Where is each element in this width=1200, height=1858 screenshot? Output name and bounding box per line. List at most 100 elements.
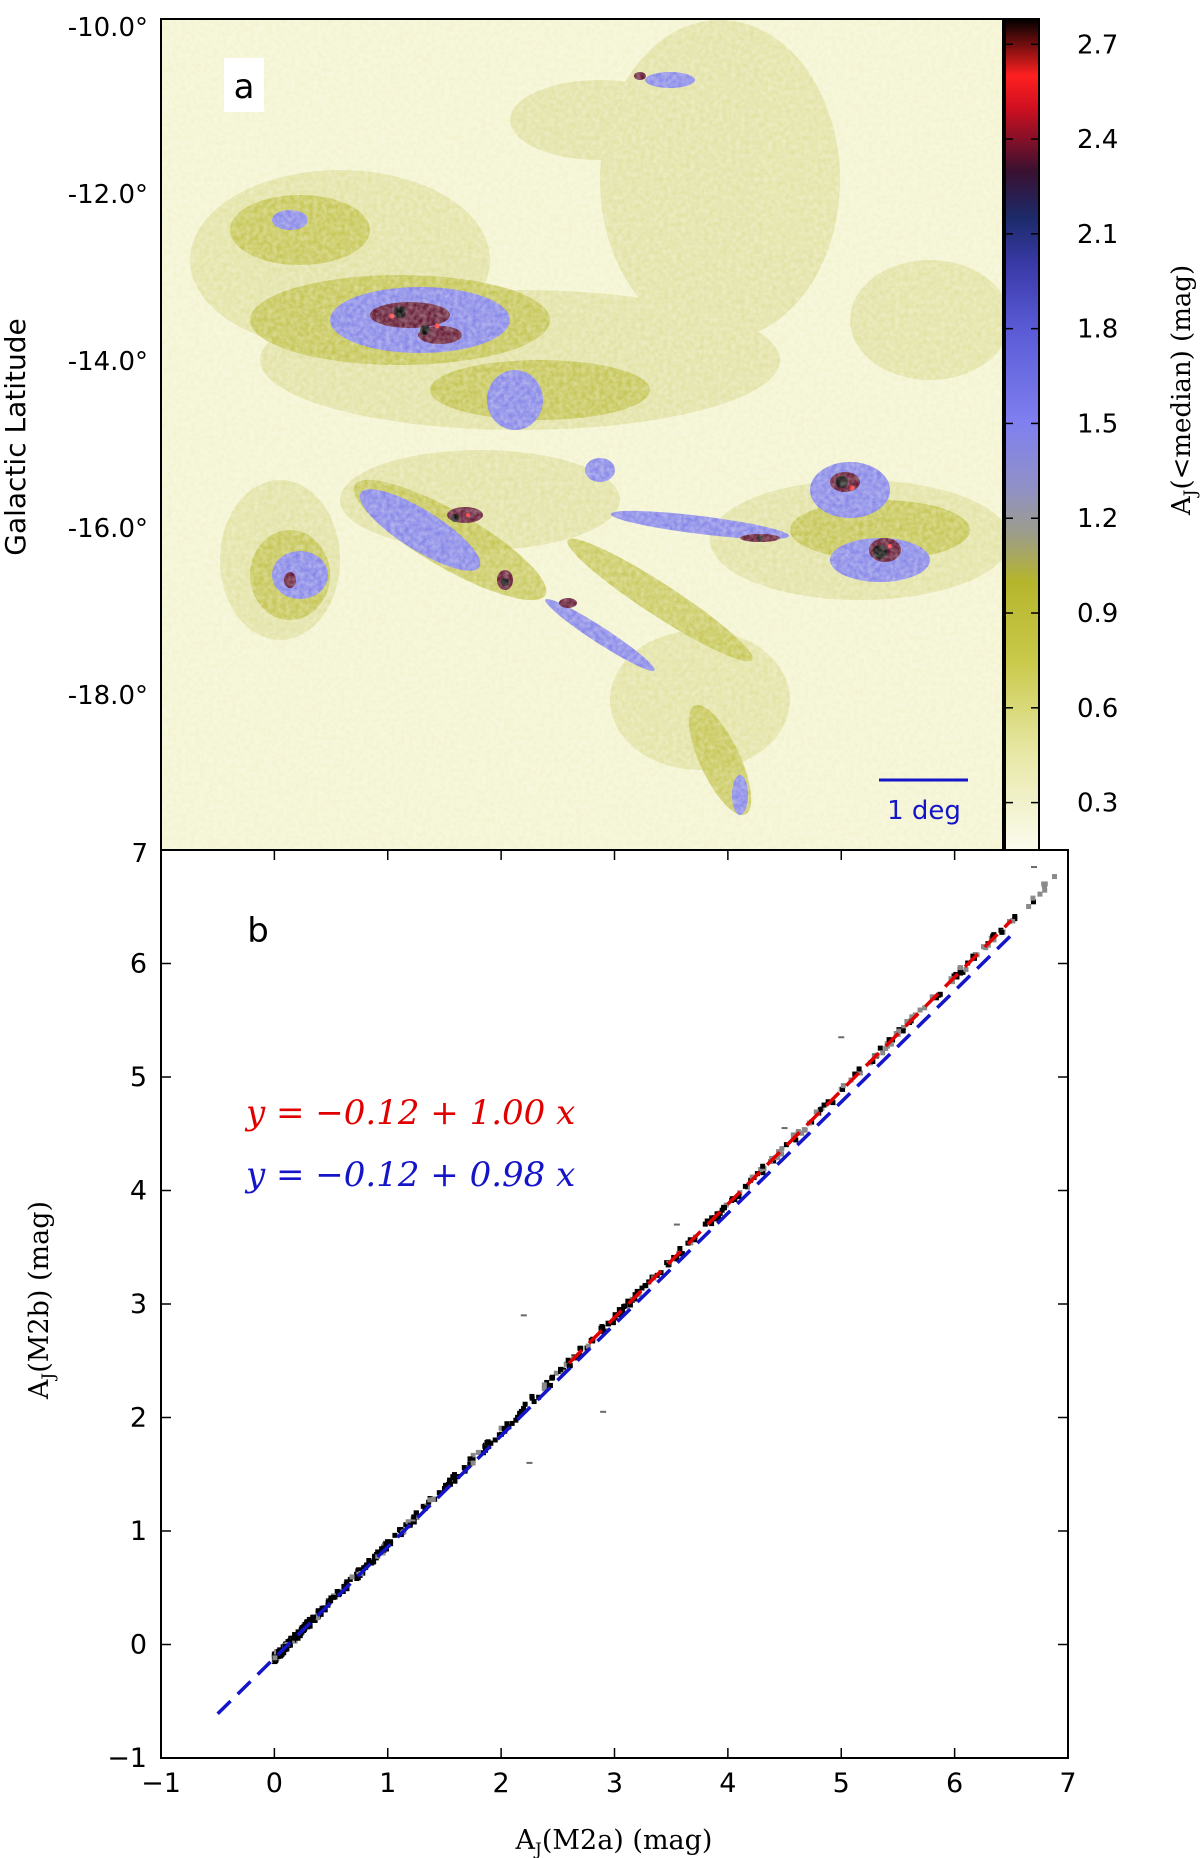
- scatter-point: [610, 1320, 616, 1326]
- scatter-point: [929, 994, 935, 1000]
- scatter-point: [347, 1576, 353, 1582]
- scatter-point: [886, 1037, 892, 1043]
- scatter-point: [276, 1649, 282, 1655]
- scatter-point: [736, 1194, 742, 1200]
- scatter-point: [852, 1071, 858, 1077]
- fit-blue-label: y = −0.12 + 0.98 x: [244, 1155, 575, 1195]
- x-tick-label: 1: [379, 1768, 396, 1799]
- colorbar-tick-label: 1.8: [1077, 315, 1118, 345]
- scatter-point: [509, 1420, 515, 1426]
- scatter-point: [771, 1158, 777, 1164]
- x-tick-label: −1: [141, 1768, 181, 1799]
- scatter-point: [901, 1024, 907, 1030]
- scatter-point: [817, 1107, 823, 1113]
- panel-a-label-box: [224, 58, 264, 112]
- scatter-point: [292, 1632, 298, 1638]
- scatter-point: [856, 1066, 862, 1072]
- scatter-point: [758, 1166, 764, 1172]
- y-tick-label: 6: [130, 949, 147, 980]
- scatter-point: [470, 1452, 476, 1458]
- scatter-point: [793, 1137, 799, 1143]
- x-tick-label: 3: [606, 1768, 623, 1799]
- scatter-point: [344, 1579, 350, 1585]
- scatter-point: [742, 1183, 748, 1189]
- scale-bar-label: 1 deg: [887, 796, 961, 826]
- scatter-point: [565, 1357, 571, 1363]
- scatter-point: [442, 1482, 448, 1488]
- scatter-outlier: [600, 1410, 607, 1413]
- scatter-outlier: [781, 1127, 788, 1130]
- scatter-point: [475, 1449, 481, 1455]
- x-tick-label: 2: [493, 1768, 510, 1799]
- scatter-point: [383, 1541, 389, 1547]
- scatter-point: [990, 933, 996, 939]
- scatter-point: [411, 1514, 417, 1520]
- scatter-point: [1012, 913, 1018, 919]
- y-tick-label: −1: [107, 1743, 147, 1774]
- x-tick-label: 6: [946, 1768, 963, 1799]
- scatter-outlier: [520, 1314, 527, 1317]
- scatter-point: [963, 967, 969, 973]
- lat-tick-label: -16.0°: [68, 514, 148, 544]
- y-tick-label: 2: [130, 1403, 147, 1434]
- scatter-point: [447, 1477, 453, 1483]
- x-axis-label: AJ(M2a) (mag): [515, 1825, 713, 1858]
- scatter-point: [904, 1019, 910, 1025]
- scatter-point: [484, 1440, 490, 1446]
- scatter-point: [1030, 899, 1036, 905]
- scatter-point: [501, 1426, 507, 1432]
- scatter-point: [721, 1205, 727, 1211]
- panel-b: b −1 0 1 2 3 4 5 6 7 −1 0 1 2 3 4 5 6 y = −0.12 + 1.00 x…: [24, 849, 1077, 1858]
- scatter-point: [436, 1490, 442, 1496]
- scatter-point: [643, 1282, 649, 1288]
- colorbar-gradient: [1004, 18, 1040, 851]
- x-tick-label: 0: [266, 1768, 283, 1799]
- colorbar-tick-label: 0.3: [1077, 789, 1118, 819]
- scatter-point: [1041, 883, 1047, 889]
- y-tick-label: 5: [130, 1062, 147, 1093]
- colorbar-tick-label: 0.6: [1077, 694, 1118, 724]
- scatter-point: [430, 1496, 436, 1502]
- scatter-point: [522, 1401, 528, 1407]
- fit-lines: [216, 919, 1019, 1715]
- scatter-point: [392, 1532, 398, 1538]
- scatter-point: [560, 1369, 566, 1375]
- scatter-point: [674, 1256, 680, 1262]
- scatter-point: [619, 1308, 625, 1314]
- scatter-point: [1037, 891, 1043, 897]
- scatter-outlier: [673, 1223, 680, 1226]
- colorbar-label-main: A: [1167, 495, 1197, 516]
- scatter-point: [541, 1386, 547, 1392]
- lat-axis-label: Galactic Latitude: [0, 318, 32, 555]
- scatter-point: [801, 1127, 807, 1133]
- scatter-point: [279, 1651, 285, 1657]
- scatter-point: [371, 1559, 377, 1565]
- scatter-point: [375, 1549, 381, 1555]
- scatter-point: [922, 1005, 928, 1011]
- y-tick-label: 1: [130, 1516, 147, 1547]
- scatter-point: [553, 1370, 559, 1376]
- scatter-frame: [160, 849, 1069, 1759]
- scatter-point: [779, 1146, 785, 1152]
- scatter-point: [315, 1615, 321, 1621]
- scatter-point: [467, 1461, 473, 1467]
- scatter-point: [547, 1382, 553, 1388]
- scatter-point: [295, 1629, 301, 1635]
- scatter-point: [301, 1623, 307, 1629]
- x-tick-label: 5: [833, 1768, 850, 1799]
- lat-tick-label: 7: [131, 839, 148, 869]
- x-axis-label-main: A: [515, 1825, 536, 1856]
- colorbar: 2.7 2.4 2.1 1.8 1.5 1.2 0.9 0.6 0.3 AJ(<median) …: [1004, 18, 1200, 851]
- scatter-point: [349, 1574, 355, 1580]
- scatter-point: [577, 1345, 583, 1351]
- scatter-point: [470, 1460, 476, 1466]
- colorbar-tick-label: 0.9: [1077, 599, 1118, 629]
- y-tick-label: 3: [130, 1289, 147, 1320]
- scatter-point: [287, 1638, 293, 1644]
- scatter-point: [517, 1410, 523, 1416]
- x-axis-label-sub: J: [533, 1840, 542, 1858]
- colorbar-label-rest: (<median) (mag): [1167, 265, 1197, 490]
- scatter-point: [857, 1070, 863, 1076]
- lat-tick-label: -10.0°: [68, 13, 148, 43]
- scatter-point: [379, 1546, 385, 1552]
